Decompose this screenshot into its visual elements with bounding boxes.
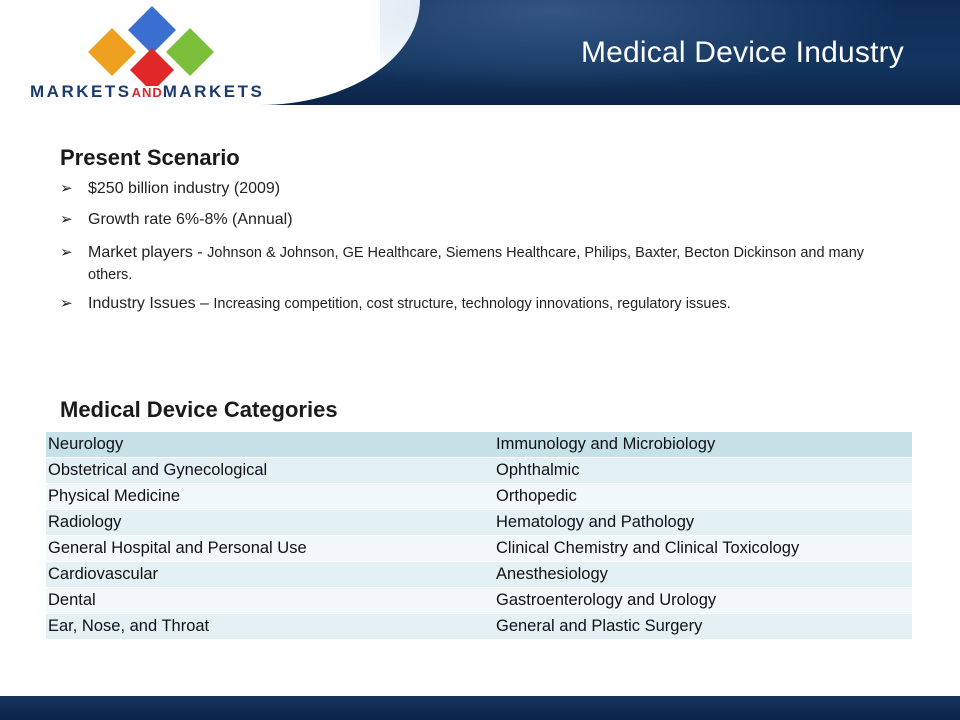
bullet-item: ➢ Market players - Johnson & Johnson, GE…	[60, 244, 865, 283]
present-scenario-heading: Present Scenario	[60, 145, 240, 170]
bullet-item: ➢ $250 billion industry (2009)	[60, 178, 880, 200]
table-row: Ear, Nose, and Throat General and Plasti…	[46, 613, 912, 640]
footer-band	[0, 696, 960, 720]
table-cell: Orthopedic	[494, 483, 912, 510]
table-cell: Cardiovascular	[46, 561, 494, 588]
arrow-bullet-icon: ➢	[60, 244, 73, 261]
table-cell: Gastroenterology and Urology	[494, 587, 912, 614]
table-cell: Clinical Chemistry and Clinical Toxicolo…	[494, 535, 912, 562]
bullet-item: ➢ Industry Issues – Increasing competiti…	[60, 293, 880, 315]
slide-title: Medical Device Industry	[580, 36, 904, 69]
table-cell: Immunology and Microbiology	[494, 432, 912, 458]
header-band: MARKETSANDMARKETS Medical Device Industr…	[0, 0, 960, 105]
arrow-bullet-icon: ➢	[60, 211, 73, 228]
table-row: Obstetrical and Gynecological Ophthalmic	[46, 457, 912, 484]
arrow-bullet-icon: ➢	[60, 295, 73, 312]
table-cell: Obstetrical and Gynecological	[46, 457, 494, 484]
marketsandmarkets-logo: MARKETSANDMARKETS	[22, 6, 302, 102]
table-cell: Physical Medicine	[46, 483, 494, 510]
table-cell: Ear, Nose, and Throat	[46, 613, 494, 640]
table-cell: Ophthalmic	[494, 457, 912, 484]
table-row: Physical Medicine Orthopedic	[46, 483, 912, 510]
table-cell: Anesthesiology	[494, 561, 912, 588]
table-cell: Hematology and Pathology	[494, 509, 912, 536]
bullet-item: ➢ Growth rate 6%-8% (Annual)	[60, 209, 880, 231]
table-cell: General and Plastic Surgery	[494, 613, 912, 640]
table-row: Radiology Hematology and Pathology	[46, 509, 912, 536]
table-row: Dental Gastroenterology and Urology	[46, 587, 912, 614]
categories-table: Neurology Immunology and Microbiology Ob…	[46, 432, 912, 640]
categories-heading: Medical Device Categories	[60, 397, 338, 422]
present-scenario-list: ➢ $250 billion industry (2009) ➢ Growth …	[60, 178, 880, 322]
logo-diamonds-icon	[88, 6, 214, 92]
table-cell: General Hospital and Personal Use	[46, 535, 494, 562]
table-row: Neurology Immunology and Microbiology	[46, 432, 912, 458]
table-row: Cardiovascular Anesthesiology	[46, 561, 912, 588]
arrow-bullet-icon: ➢	[60, 180, 73, 197]
logo-wordmark: MARKETSANDMARKETS	[30, 82, 265, 101]
table-cell: Dental	[46, 587, 494, 614]
table-row: General Hospital and Personal Use Clinic…	[46, 535, 912, 562]
table-cell: Neurology	[46, 432, 494, 458]
table-cell: Radiology	[46, 509, 494, 536]
